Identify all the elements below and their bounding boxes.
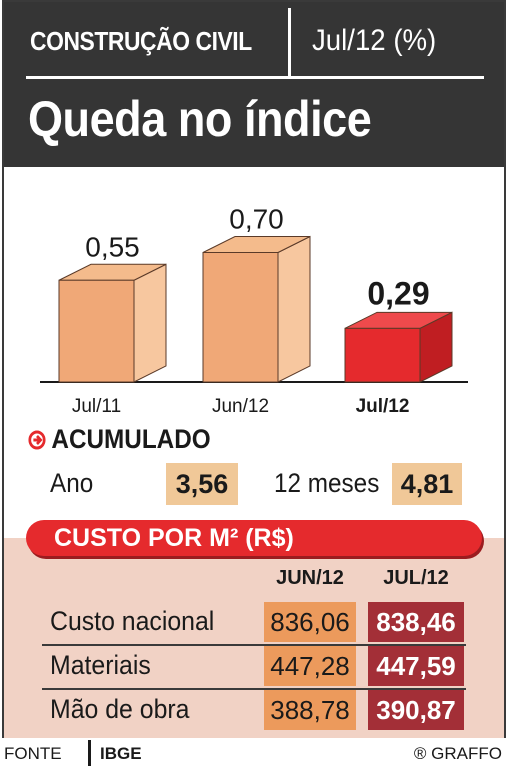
- source-value: IBGE: [100, 744, 142, 763]
- source-label: FONTE: [4, 744, 62, 763]
- credit: ® GRAFFO: [413, 744, 502, 763]
- acumulado-12meses-value: 4,81: [392, 463, 462, 505]
- acumulado-ano-value: 3,56: [166, 463, 238, 505]
- cell-materiais-jul: 447,59: [368, 646, 464, 686]
- header-rule: [26, 76, 484, 79]
- header: CONSTRUÇÃO CIVIL Jul/12 (%) Queda no índ…: [4, 2, 504, 167]
- acumulado-12meses-label: 12 meses: [274, 468, 380, 498]
- column-header-jun: JUN/12: [276, 567, 344, 589]
- acumulado-ano-label: Ano: [50, 468, 94, 498]
- category-label: Jun/12: [212, 396, 269, 417]
- row-label-mao-de-obra: Mão de obra: [50, 694, 190, 724]
- bar-value-label: 0,55: [85, 231, 140, 262]
- cell-mao-de-obra-jul: 390,87: [368, 690, 464, 730]
- bar-side: [133, 263, 167, 383]
- bar-chart: 0,55 Jul/11 0,70 Jun/12 0,29 Jul/12: [40, 204, 468, 417]
- cell-custo-nacional-jul: 838,46: [368, 602, 464, 642]
- row-divider: [42, 688, 466, 690]
- custo-title: CUSTO POR M² (R$): [26, 520, 482, 556]
- cell-materiais-jun: 447,28: [264, 646, 356, 686]
- bar-value-label: 0,70: [229, 204, 284, 235]
- bar: [58, 279, 135, 383]
- category-label: Jul/12: [356, 396, 410, 417]
- column-header-jul: JUL/12: [383, 567, 449, 589]
- acumulado-title: ACUMULADO: [28, 424, 211, 455]
- cell-custo-nacional-jun: 836,06: [264, 602, 356, 642]
- bar-side: [277, 235, 311, 383]
- headline: Queda no índice: [28, 91, 372, 147]
- cell-mao-de-obra-jun: 388,78: [264, 690, 356, 730]
- category-label: Jul/11: [72, 396, 121, 417]
- acumulado-title-text: ACUMULADO: [51, 424, 211, 454]
- row-divider: [42, 644, 466, 646]
- period-label: Jul/12 (%): [312, 24, 437, 57]
- row-label-custo-nacional: Custo nacional: [50, 606, 215, 636]
- bar: [202, 252, 279, 383]
- arrow-right-circle-icon: [28, 430, 46, 449]
- bar-value-label: 0,29: [367, 275, 429, 311]
- row-label-materiais: Materiais: [50, 650, 151, 680]
- bar: [344, 327, 421, 383]
- kicker-divider: [288, 8, 291, 76]
- infographic-frame: CONSTRUÇÃO CIVIL Jul/12 (%) Queda no índ…: [2, 0, 506, 738]
- footer-divider: [88, 740, 91, 766]
- kicker: CONSTRUÇÃO CIVIL: [30, 26, 252, 56]
